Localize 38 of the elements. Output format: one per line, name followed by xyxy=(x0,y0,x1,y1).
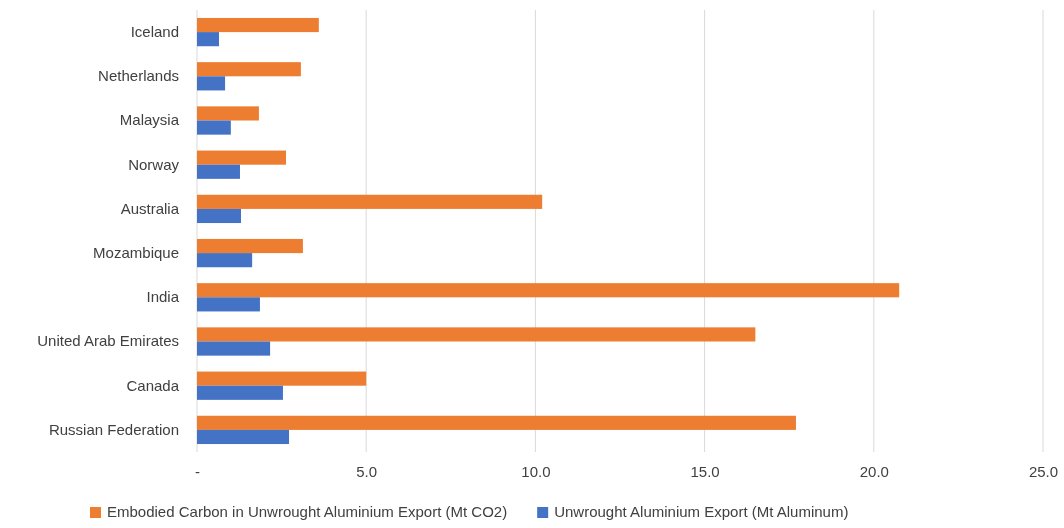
bar xyxy=(197,415,796,430)
y-tick-label: Mozambique xyxy=(93,243,179,261)
y-tick-label: Netherlands xyxy=(98,67,179,85)
x-tick-label: 20.0 xyxy=(859,462,889,480)
x-tick-label: 15.0 xyxy=(690,462,720,480)
bar xyxy=(197,62,301,77)
y-tick-label: Canada xyxy=(126,376,180,394)
bar xyxy=(197,385,283,400)
x-tick-label: - xyxy=(195,462,200,480)
y-tick-label: India xyxy=(146,288,180,306)
bar xyxy=(197,283,900,298)
bar xyxy=(197,429,290,445)
bar xyxy=(197,120,231,135)
bar xyxy=(197,238,303,254)
bar xyxy=(197,32,219,47)
x-tick-label: 10.0 xyxy=(521,462,551,480)
bar xyxy=(197,17,319,33)
bar xyxy=(197,327,756,342)
bar xyxy=(197,253,253,268)
bar xyxy=(197,208,241,224)
y-tick-label: Norway xyxy=(128,155,180,173)
bar xyxy=(197,150,286,165)
x-tick-label: 25.0 xyxy=(1028,462,1059,480)
bar xyxy=(197,194,543,209)
y-tick-label: Australia xyxy=(120,199,180,217)
bar xyxy=(197,106,259,121)
bar xyxy=(197,297,260,312)
y-tick-label: Russian Federation xyxy=(48,420,179,438)
bar xyxy=(197,371,367,386)
bar xyxy=(197,76,226,91)
bar xyxy=(197,341,271,356)
y-tick-label: United Arab Emirates xyxy=(37,332,179,350)
y-tick-label: Iceland xyxy=(130,22,179,40)
bar xyxy=(197,164,240,179)
legend-label: Embodied Carbon in Unwrought Aluminium Export (Mt CO2) xyxy=(107,503,508,520)
legend-label: Unwrought Aluminium Export (Mt Aluminum) xyxy=(554,503,849,520)
y-tick-label: Malaysia xyxy=(119,111,180,129)
x-tick-label: 5.0 xyxy=(356,462,378,480)
